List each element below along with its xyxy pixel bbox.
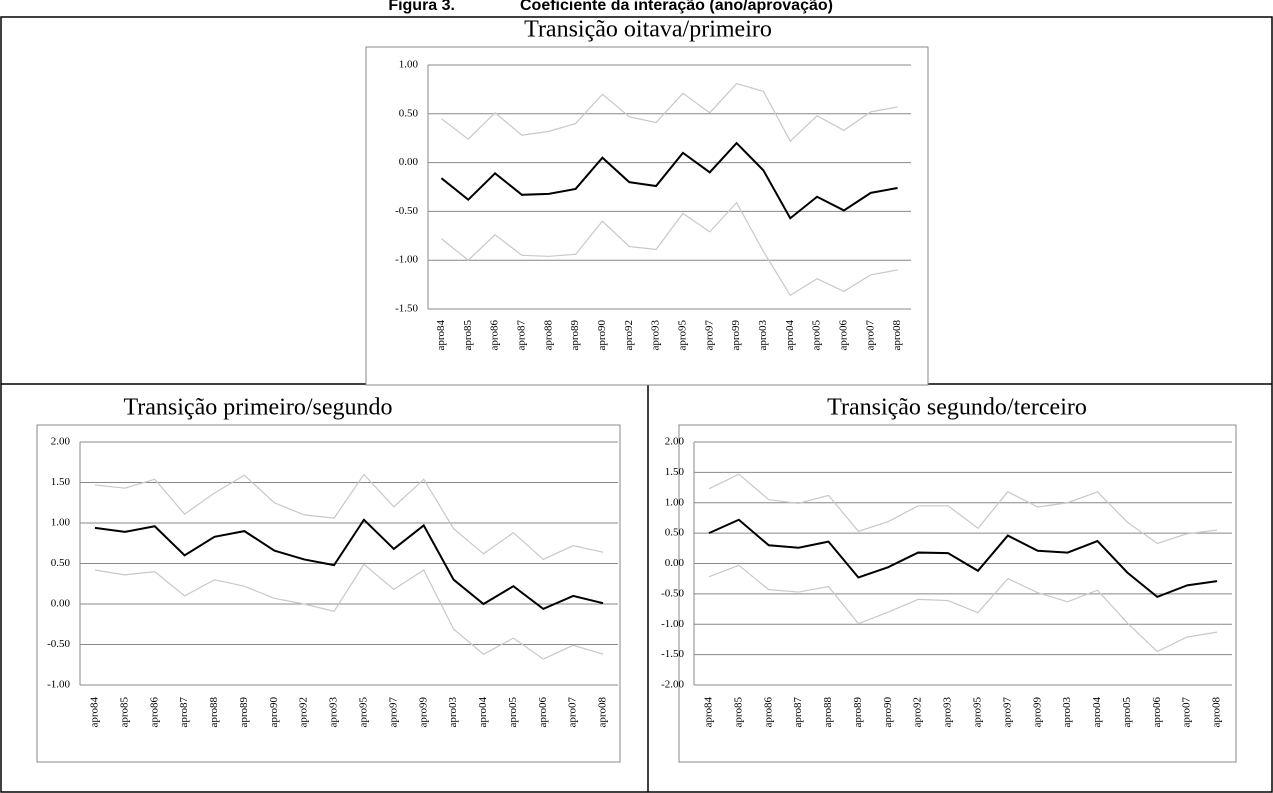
x-tick-label: apro84: [702, 697, 714, 728]
y-tick-label: 1.00: [665, 496, 685, 508]
series-line: [94, 518, 604, 611]
y-tick-label: 0.50: [399, 107, 419, 119]
y-tick-label: 0.00: [399, 156, 419, 168]
x-tick-label: apro85: [462, 320, 474, 351]
x-tick-label: apro03: [447, 697, 459, 728]
y-tick-label: -1.50: [661, 648, 684, 660]
series-line: [441, 82, 898, 143]
x-tick-label: apro05: [507, 697, 519, 728]
x-tick-label: apro90: [882, 697, 894, 728]
figure-title: Coeficiente da interação (ano/aprovação): [520, 0, 833, 14]
x-tick-label: apro06: [1151, 697, 1163, 728]
y-tick-label: 2.00: [51, 436, 71, 448]
y-tick-label: -1.00: [395, 254, 418, 266]
x-tick-label: apro84: [88, 697, 100, 728]
table-border: [0, 16, 1273, 793]
x-tick-label: apro07: [1181, 697, 1193, 728]
y-tick-label: 0.50: [51, 557, 71, 569]
x-tick-label: apro86: [148, 697, 160, 728]
y-tick-label: 0.00: [51, 598, 71, 610]
x-tick-label: apro85: [732, 697, 744, 728]
y-tick-label: -0.50: [47, 638, 70, 650]
y-tick-label: 0.50: [665, 527, 685, 539]
x-tick-label: apro05: [811, 320, 823, 351]
y-tick-label: 1.00: [399, 59, 419, 71]
y-tick-label: 1.00: [51, 517, 71, 529]
x-tick-label: apro08: [891, 320, 903, 351]
x-tick-label: apro87: [178, 697, 190, 728]
x-tick-label: apro95: [971, 697, 983, 728]
chart-title: Transição segundo/terceiro: [827, 395, 1087, 421]
x-tick-label: apro93: [650, 320, 662, 351]
y-tick-label: -0.50: [661, 587, 684, 599]
y-tick-label: -1.50: [395, 303, 418, 315]
x-tick-label: apro90: [268, 697, 280, 728]
x-tick-label: apro88: [542, 320, 554, 351]
x-tick-label: apro99: [417, 697, 429, 728]
x-tick-label: apro99: [1031, 697, 1043, 728]
x-tick-label: apro89: [238, 697, 250, 728]
x-tick-label: apro86: [762, 697, 774, 728]
x-tick-label: apro06: [537, 697, 549, 728]
x-tick-label: apro97: [703, 320, 715, 351]
series-line: [708, 518, 1218, 599]
x-tick-label: apro97: [387, 697, 399, 728]
series-line: [94, 563, 604, 660]
x-tick-label: apro87: [792, 697, 804, 728]
y-tick-label: -2.00: [661, 679, 684, 691]
x-tick-label: apro06: [837, 320, 849, 351]
series-line: [441, 201, 898, 297]
x-tick-label: apro04: [1091, 697, 1103, 728]
x-tick-label: apro93: [328, 697, 340, 728]
x-tick-label: apro95: [357, 697, 369, 728]
x-tick-label: apro86: [489, 320, 501, 351]
x-tick-label: apro89: [852, 697, 864, 728]
y-tick-label: -0.50: [395, 205, 418, 217]
x-tick-label: apro03: [1061, 697, 1073, 728]
x-tick-label: apro07: [567, 697, 579, 728]
x-tick-label: apro04: [784, 320, 796, 351]
x-tick-label: apro97: [1001, 697, 1013, 728]
x-tick-label: apro92: [623, 320, 635, 351]
x-tick-label: apro90: [596, 320, 608, 351]
y-tick-label: 1.50: [665, 466, 685, 478]
x-tick-label: apro88: [208, 697, 220, 728]
x-tick-label: apro95: [676, 320, 688, 351]
x-tick-label: apro88: [822, 697, 834, 728]
x-tick-label: apro05: [1121, 697, 1133, 728]
x-tick-label: apro89: [569, 320, 581, 351]
x-tick-label: apro08: [597, 697, 609, 728]
y-tick-label: 0.00: [665, 557, 685, 569]
y-tick-label: 1.50: [51, 476, 71, 488]
x-tick-label: apro03: [757, 320, 769, 351]
series-line: [708, 473, 1218, 545]
y-tick-label: -1.00: [661, 618, 684, 630]
x-tick-label: apro87: [515, 320, 527, 351]
x-tick-label: apro93: [942, 697, 954, 728]
y-tick-label: -1.00: [47, 679, 70, 691]
chart-title: Transição primeiro/segundo: [123, 395, 392, 421]
x-tick-label: apro04: [477, 697, 489, 728]
chart-frame: [365, 46, 929, 386]
x-tick-label: apro07: [864, 320, 876, 351]
x-tick-label: apro84: [435, 320, 447, 351]
x-tick-label: apro08: [1211, 697, 1223, 728]
figure-label: Figura 3.: [388, 0, 455, 14]
x-tick-label: apro92: [912, 697, 924, 728]
x-tick-label: apro99: [730, 320, 742, 351]
series-line: [708, 564, 1218, 653]
x-tick-label: apro85: [118, 697, 130, 728]
y-tick-label: 2.00: [665, 436, 685, 448]
series-line: [440, 141, 898, 220]
series-line: [94, 473, 604, 561]
chart-title: Transição oitava/primeiro: [524, 17, 772, 43]
x-tick-label: apro92: [298, 697, 310, 728]
